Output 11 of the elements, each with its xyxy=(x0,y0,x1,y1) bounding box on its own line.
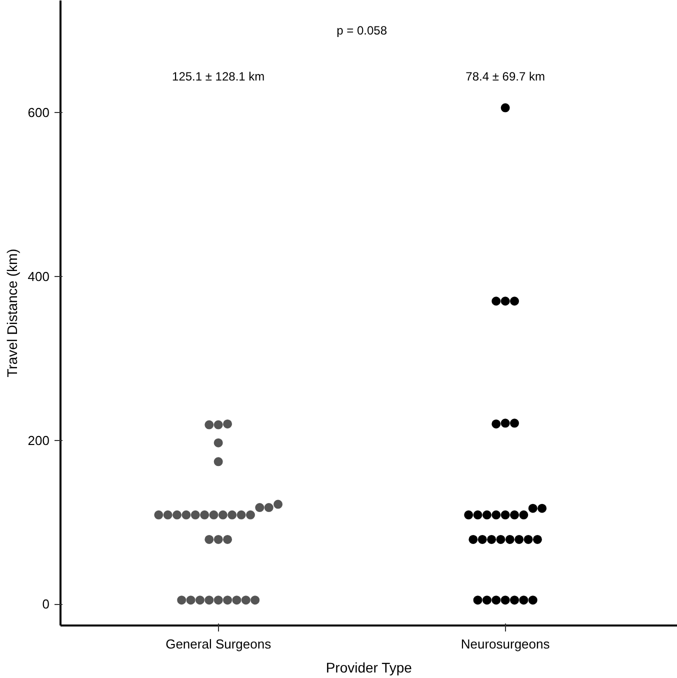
y-tick-label: 0 xyxy=(42,596,50,612)
y-tick-label: 200 xyxy=(28,432,50,448)
annotation: 125.1 ± 128.1 km xyxy=(172,70,265,84)
y-tick-label: 400 xyxy=(28,269,50,284)
x-tick-label: Neurosurgeons xyxy=(460,636,550,652)
annotation: 78.4 ± 69.7 km xyxy=(466,70,545,84)
y-tick-label: 600 xyxy=(28,105,50,120)
annotation: p = 0.058 xyxy=(336,24,388,38)
y-axis-title: Travel Distance (km) xyxy=(4,248,20,378)
x-axis-title: Provider Type xyxy=(326,660,412,676)
x-tick-label: General Surgeons xyxy=(166,636,272,652)
